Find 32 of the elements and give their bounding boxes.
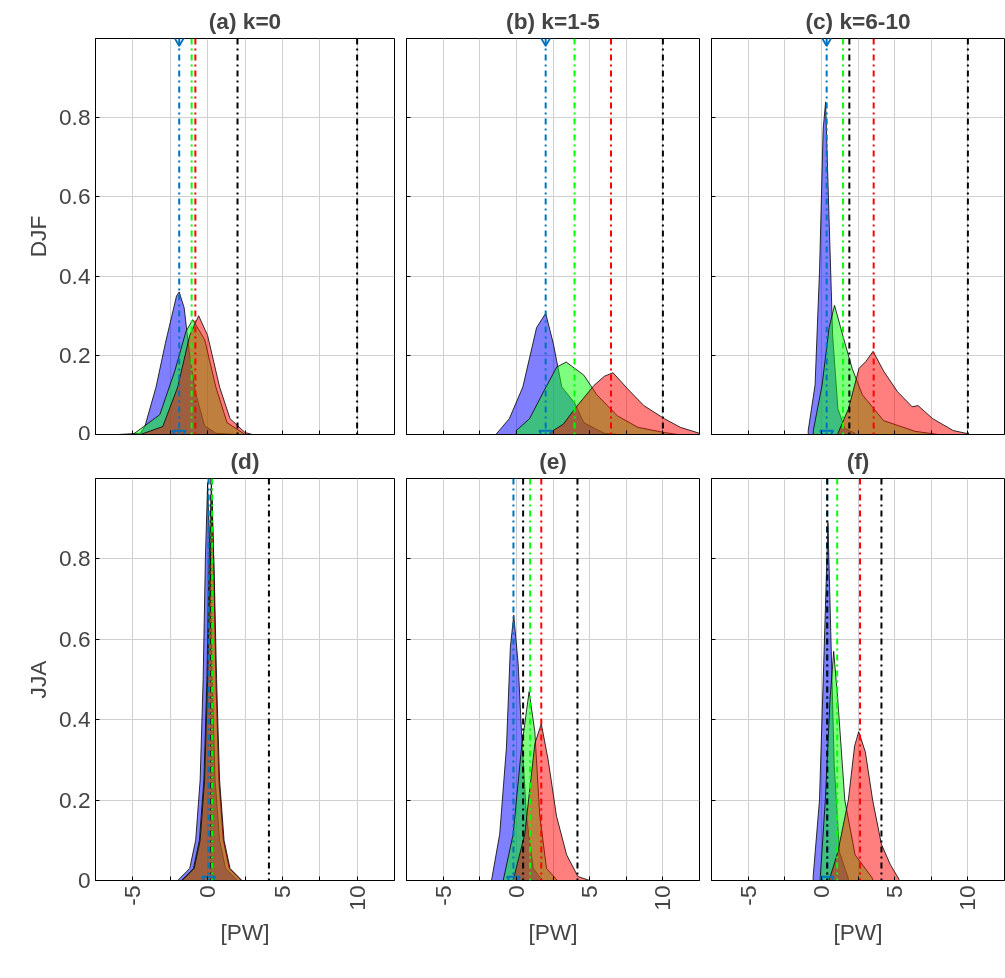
y-tick-label: 0.8 bbox=[59, 545, 91, 572]
x-tick-label: 0 bbox=[502, 885, 529, 899]
x-axis-title: [PW] bbox=[220, 918, 270, 945]
y-tick-label: 0 bbox=[77, 419, 91, 446]
x-tick-label: -5 bbox=[429, 885, 456, 906]
y-tick-label: 0.6 bbox=[59, 183, 91, 210]
x-tick-label: 5 bbox=[576, 885, 603, 899]
x-tick-label: 0 bbox=[807, 885, 834, 899]
y-tick-label: 0.6 bbox=[59, 625, 91, 652]
chart-title: (a) k=0 bbox=[208, 7, 282, 34]
x-tick-label: 10 bbox=[649, 885, 676, 911]
x-tick-label: -5 bbox=[734, 885, 761, 906]
x-tick-label: 10 bbox=[954, 885, 981, 911]
chart-title: (b) k=1-5 bbox=[506, 7, 600, 34]
y-axis-title: JJA bbox=[25, 659, 51, 699]
x-tick-label: 0 bbox=[194, 885, 221, 899]
y-axis-title: DJF bbox=[25, 215, 51, 258]
x-tick-label: -5 bbox=[119, 885, 146, 906]
y-tick-label: 0.4 bbox=[59, 262, 91, 289]
chart-title: (f) bbox=[846, 447, 870, 474]
x-tick-label: 10 bbox=[343, 885, 370, 911]
x-tick-label: 5 bbox=[881, 885, 908, 899]
chart-title: (d) bbox=[230, 447, 260, 474]
x-axis-title: [PW] bbox=[833, 918, 883, 945]
chart-title: (e) bbox=[539, 447, 567, 474]
y-tick-label: 0.2 bbox=[59, 341, 91, 368]
x-tick-label: 5 bbox=[268, 885, 295, 899]
y-tick-label: 0.2 bbox=[59, 786, 91, 813]
x-axis-title: [PW] bbox=[528, 918, 578, 945]
chart-title: (c) k=6-10 bbox=[805, 7, 911, 34]
y-tick-label: 0.4 bbox=[59, 706, 91, 733]
y-tick-label: 0.8 bbox=[59, 104, 91, 131]
